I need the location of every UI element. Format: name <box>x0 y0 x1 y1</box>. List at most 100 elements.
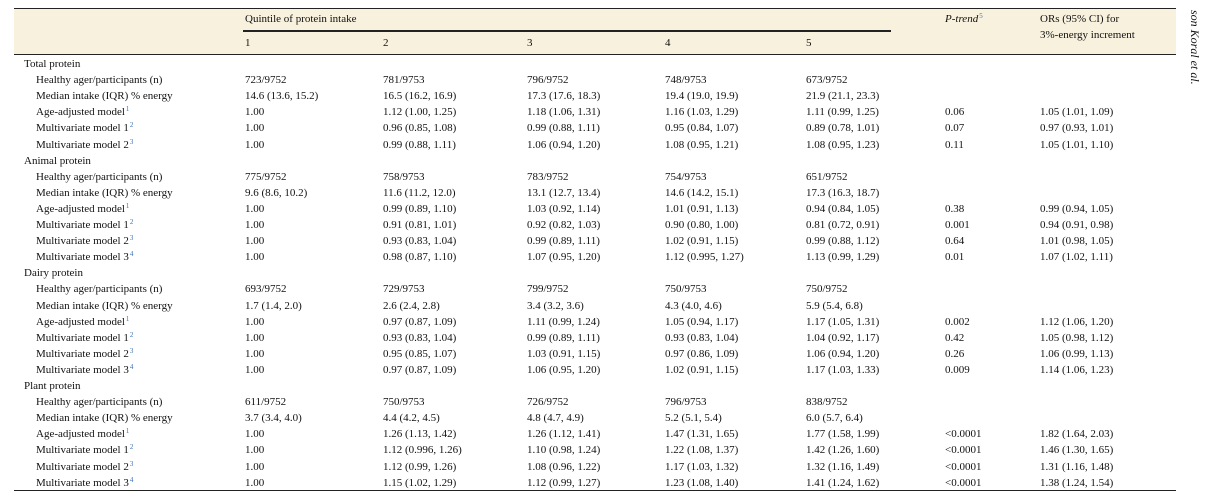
cell: 750/9753 <box>665 283 707 296</box>
section-title: Plant protein <box>24 380 81 392</box>
cell: 1.22 (1.08, 1.37) <box>665 444 739 457</box>
footnote-ref: 3 <box>129 459 134 468</box>
row-label: Multivariate model 34 <box>36 362 134 377</box>
cell: 1.47 (1.31, 1.65) <box>665 428 739 441</box>
cell: 1.32 (1.16, 1.49) <box>806 460 880 473</box>
footnote-ref: 3 <box>129 137 134 146</box>
cell: 3.4 (3.2, 3.6) <box>527 299 584 312</box>
cell: 750/9752 <box>806 283 848 296</box>
cell: 0.97 (0.86, 1.09) <box>665 347 739 360</box>
row-label: Multivariate model 23 <box>36 234 133 248</box>
cell: 1.17 (1.03, 1.32) <box>665 460 739 473</box>
p-trend-header: P-trend5 <box>945 12 983 26</box>
cell: 781/9753 <box>383 74 425 87</box>
cell: 1.18 (1.06, 1.31) <box>527 106 601 119</box>
cell: 0.99 (0.89, 1.10) <box>383 202 457 215</box>
cell: <0.0001 <box>945 428 982 441</box>
cell: 0.99 (0.88, 1.11) <box>527 122 600 135</box>
cell: <0.0001 <box>945 460 982 473</box>
row-label: Healthy ager/participants (n) <box>36 74 162 86</box>
cell: 1.11 (0.99, 1.24) <box>527 315 600 328</box>
footnote-ref: 2 <box>129 218 134 226</box>
cell: 1.82 (1.64, 2.03) <box>1040 428 1114 441</box>
cell: 1.23 (1.08, 1.40) <box>665 476 739 489</box>
row-label-text: Healthy ager/participants (n) <box>36 283 163 296</box>
row-label-text: Healthy ager/participants (n) <box>36 170 163 183</box>
row-label: Multivariate model 23 <box>36 137 134 152</box>
cell: 1.38 (1.24, 1.54) <box>1040 476 1114 489</box>
cell: 1.07 (1.02, 1.11) <box>1040 251 1113 264</box>
cell: 1.00 <box>245 122 265 135</box>
cell: 1.06 (0.94, 1.20) <box>527 138 601 151</box>
cell: 673/9752 <box>806 74 848 87</box>
cell: 0.95 (0.84, 1.07) <box>665 122 739 135</box>
row-label: Age-adjusted model1 <box>36 315 129 329</box>
row-label-text: Multivariate model 2 <box>36 138 129 151</box>
cell: 19.4 (19.0, 19.9) <box>665 90 739 103</box>
quintile-number: 3 <box>527 37 533 49</box>
bottom-rule <box>14 490 1176 491</box>
cell: 0.92 (0.82, 1.03) <box>527 219 601 231</box>
cell: 5.2 (5.1, 5.4) <box>665 412 722 425</box>
cell: 0.93 (0.83, 1.04) <box>383 235 457 248</box>
cell: 0.38 <box>945 202 965 215</box>
row-label-text: Multivariate model 2 <box>36 235 129 248</box>
cell: 796/9753 <box>665 396 707 409</box>
footnote-ref: 1 <box>125 105 130 114</box>
cell: 0.90 (0.80, 1.00) <box>665 219 739 231</box>
row-label: Multivariate model 12 <box>36 331 133 345</box>
footnote-ref: 1 <box>125 427 130 436</box>
cell: 1.00 <box>245 331 265 344</box>
cell: 0.97 (0.87, 1.09) <box>383 315 457 328</box>
cell: 6.0 (5.7, 6.4) <box>806 412 863 425</box>
cell: 1.31 (1.16, 1.48) <box>1040 460 1114 473</box>
row-label-text: Age-adjusted model <box>36 202 125 215</box>
cell: 1.06 (0.94, 1.20) <box>806 347 880 360</box>
cell: 693/9752 <box>245 283 287 296</box>
cell: 1.00 <box>245 428 265 441</box>
cell: 0.07 <box>945 122 965 135</box>
row-label-text: Median intake (IQR) % energy <box>36 186 173 199</box>
row-label-text: Age-adjusted model <box>36 428 125 441</box>
row-label: Multivariate model 34 <box>36 476 133 490</box>
footnote-ref: 4 <box>129 362 134 371</box>
cell: 3.7 (3.4, 4.0) <box>245 412 302 425</box>
cell: 1.77 (1.58, 1.99) <box>806 428 880 441</box>
row-label: Multivariate model 23 <box>36 346 134 361</box>
cell: 1.06 (0.99, 1.13) <box>1040 347 1114 360</box>
cell: 1.12 (0.995, 1.27) <box>665 251 744 264</box>
cell: <0.0001 <box>945 476 982 489</box>
cell: 1.01 (0.91, 1.13) <box>665 202 739 215</box>
cell: 0.99 (0.94, 1.05) <box>1040 202 1114 215</box>
footnote-ref: 3 <box>129 346 134 355</box>
footnote-ref: 2 <box>129 121 134 130</box>
cell: 729/9753 <box>383 283 425 296</box>
cell: 1.00 <box>245 460 265 473</box>
cell: 1.11 (0.99, 1.25) <box>806 106 879 119</box>
row-label: Age-adjusted model1 <box>36 202 129 216</box>
row-label-text: Multivariate model 1 <box>36 444 129 457</box>
row-label-text: Multivariate model 1 <box>36 331 129 344</box>
row-label-text: Healthy ager/participants (n) <box>36 396 163 409</box>
cell: 1.17 (1.03, 1.33) <box>806 363 880 376</box>
cell: 1.04 (0.92, 1.17) <box>806 331 880 344</box>
quintile-title: Quintile of protein intake <box>245 13 357 25</box>
cell: 0.97 (0.87, 1.09) <box>383 363 457 376</box>
cell: 0.99 (0.89, 1.11) <box>527 331 600 344</box>
cell: 838/9752 <box>806 396 848 409</box>
cell: 1.08 (0.95, 1.21) <box>665 138 739 151</box>
cell: 775/9752 <box>245 170 287 183</box>
or-header: 3%-energy increment <box>1040 29 1135 41</box>
cell: 1.08 (0.95, 1.23) <box>806 138 880 151</box>
cell: 1.00 <box>245 235 265 248</box>
header-rule <box>14 54 1176 55</box>
row-label-text: Median intake (IQR) % energy <box>36 412 173 425</box>
cell: 1.05 (0.94, 1.17) <box>665 315 739 328</box>
cell: 1.03 (0.92, 1.14) <box>527 202 601 215</box>
cell: 1.26 (1.13, 1.42) <box>383 428 457 441</box>
row-label-text: Age-adjusted model <box>36 315 125 328</box>
cell: 0.009 <box>945 363 970 376</box>
cell: 750/9753 <box>383 396 425 409</box>
cell: 1.05 (0.98, 1.12) <box>1040 331 1114 344</box>
cell: <0.0001 <box>945 444 982 457</box>
